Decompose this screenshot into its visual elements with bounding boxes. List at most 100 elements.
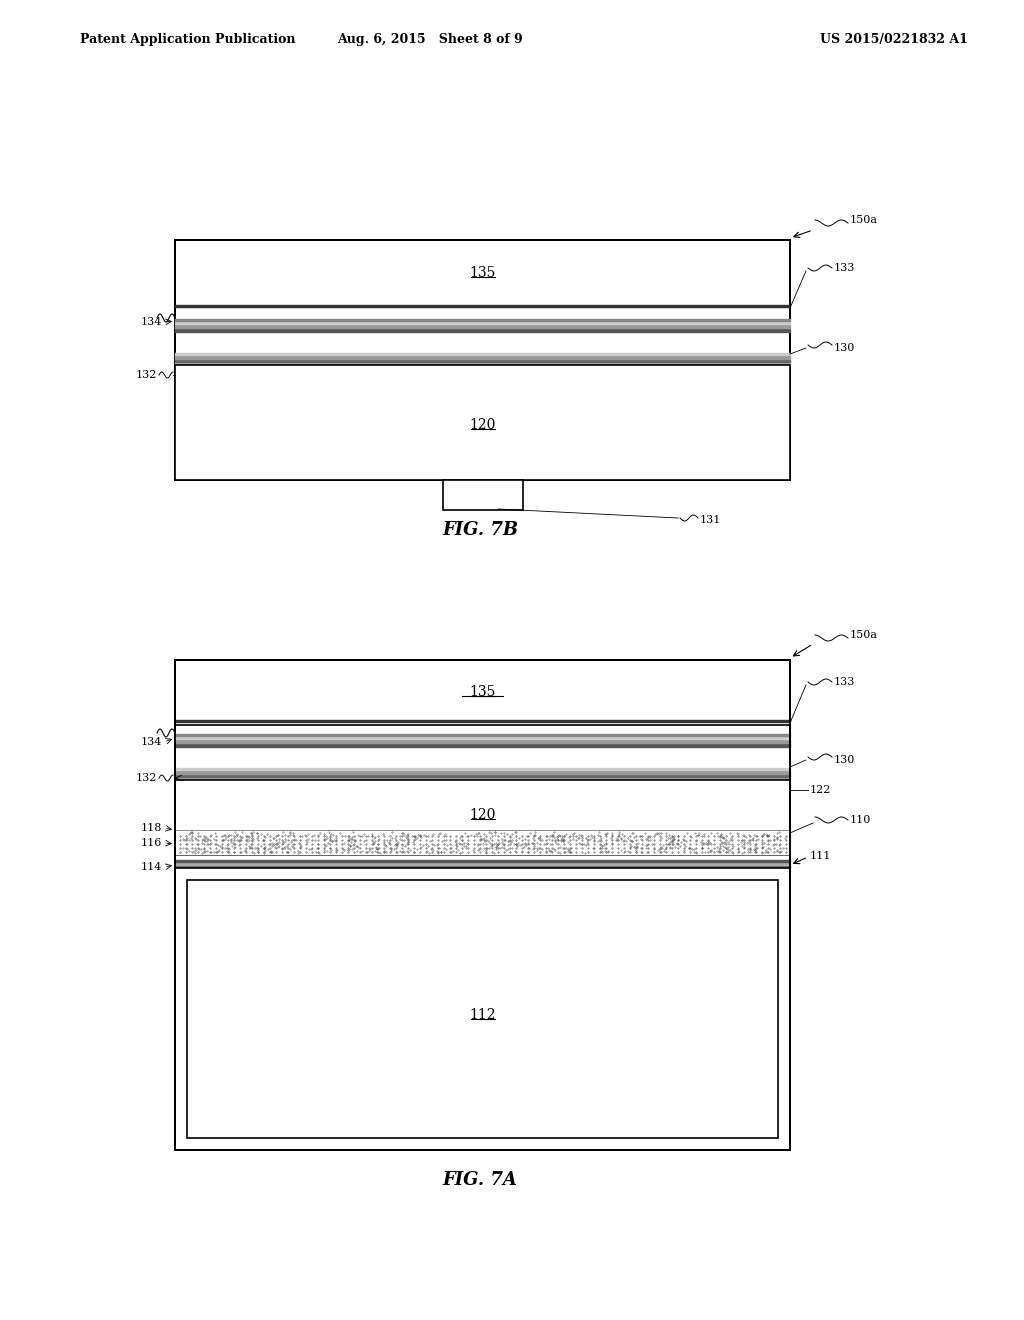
Point [657, 822, 674, 843]
Point [497, 822, 513, 843]
Point [702, 841, 719, 862]
Point [221, 838, 238, 859]
Point [392, 840, 409, 861]
Point [408, 828, 424, 849]
Point [715, 840, 731, 861]
Point [184, 822, 201, 843]
Text: 150a: 150a [850, 630, 878, 640]
Point [631, 832, 647, 853]
Point [510, 833, 526, 854]
Point [216, 824, 232, 845]
Point [419, 841, 435, 862]
Point [293, 836, 309, 857]
Point [502, 826, 518, 847]
Point [531, 837, 548, 858]
Point [195, 842, 211, 863]
Point [644, 833, 660, 854]
Point [489, 834, 506, 855]
Point [555, 837, 571, 858]
Point [660, 824, 677, 845]
Point [716, 833, 732, 854]
Point [257, 840, 273, 861]
Point [555, 830, 571, 851]
Point [695, 832, 712, 853]
Point [481, 832, 498, 853]
Point [415, 834, 431, 855]
Point [459, 836, 475, 857]
Point [664, 830, 680, 851]
Point [227, 821, 244, 842]
Point [233, 828, 250, 849]
Point [306, 825, 323, 846]
Point [529, 838, 546, 859]
Point [255, 830, 271, 851]
Point [343, 828, 359, 849]
Point [471, 822, 487, 843]
Point [590, 830, 606, 851]
Point [369, 838, 385, 859]
Text: 120: 120 [469, 808, 496, 822]
Point [637, 822, 653, 843]
Point [225, 826, 242, 847]
Point [560, 826, 577, 847]
Text: FIG. 7B: FIG. 7B [442, 521, 518, 539]
Point [655, 840, 672, 861]
Point [624, 836, 640, 857]
Point [269, 832, 286, 853]
Point [442, 842, 459, 863]
Point [771, 834, 787, 855]
Point [665, 826, 681, 847]
Point [565, 828, 582, 849]
Point [714, 832, 730, 853]
Point [264, 841, 281, 862]
Point [758, 840, 774, 861]
Point [300, 829, 316, 850]
Point [633, 829, 649, 850]
Point [624, 822, 640, 843]
Point [438, 829, 455, 850]
Point [394, 822, 411, 843]
Point [684, 840, 700, 861]
Point [666, 834, 682, 855]
Point [526, 824, 543, 845]
Point [579, 834, 595, 855]
Point [301, 838, 317, 859]
Point [360, 841, 377, 862]
Point [598, 824, 614, 845]
Point [711, 842, 727, 863]
Point [196, 838, 212, 859]
Point [562, 842, 579, 863]
Point [497, 829, 513, 850]
Point [391, 828, 408, 849]
Point [197, 828, 213, 849]
Point [244, 830, 260, 851]
Point [269, 834, 286, 855]
Point [485, 842, 502, 863]
Text: 112: 112 [469, 1008, 496, 1022]
Point [662, 832, 678, 853]
Point [290, 842, 306, 863]
Point [177, 829, 194, 850]
Point [399, 832, 416, 853]
Point [399, 824, 416, 845]
Point [400, 828, 417, 849]
Point [243, 822, 259, 843]
Point [761, 829, 777, 850]
Point [681, 838, 697, 859]
Point [317, 836, 334, 857]
Point [526, 821, 543, 842]
Point [495, 834, 511, 855]
Text: 135: 135 [469, 685, 496, 700]
Bar [175, 240, 790, 480]
Point [683, 826, 699, 847]
Point [420, 825, 436, 846]
Point [233, 821, 250, 842]
Point [677, 836, 693, 857]
Point [245, 829, 261, 850]
Point [740, 832, 757, 853]
Point [243, 834, 259, 855]
Point [279, 842, 295, 863]
Point [547, 840, 563, 861]
Point [216, 837, 232, 858]
Point [590, 824, 606, 845]
